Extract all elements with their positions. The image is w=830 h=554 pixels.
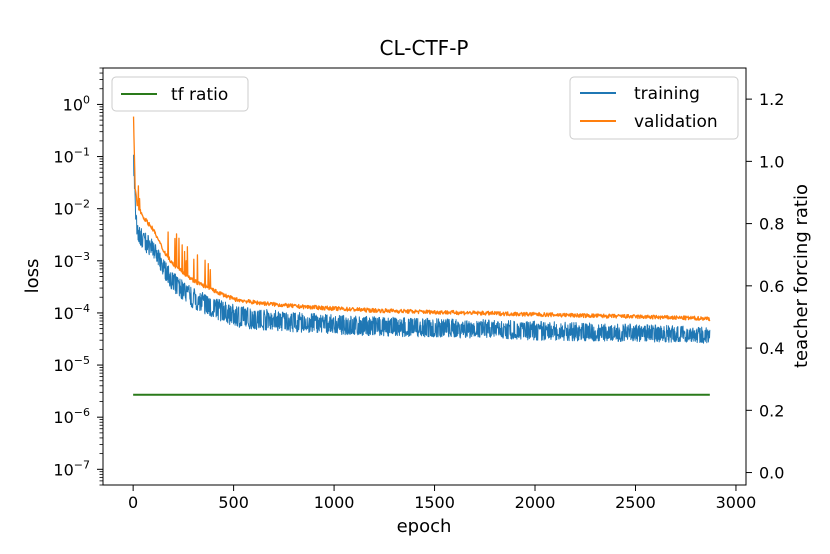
- x-tick-label: 1000: [314, 493, 355, 512]
- y-tick-label: 100: [63, 93, 90, 114]
- y-tick-label: 10−2: [53, 198, 90, 219]
- legend-loss: training validation: [569, 76, 739, 140]
- x-tick-label: 2500: [615, 493, 656, 512]
- y2-tick-label: 0.8: [759, 215, 784, 234]
- x-tick-label: 0: [128, 493, 138, 512]
- y-axis-title: loss: [22, 259, 43, 294]
- x-tick-label: 1500: [414, 493, 455, 512]
- legend-label-validation: validation: [634, 112, 718, 132]
- y-tick-label: 10−3: [53, 250, 90, 271]
- y2-tick-label: 1.2: [759, 90, 784, 109]
- y-tick-label: 10−6: [53, 406, 90, 427]
- y2-tick-label: 0.0: [759, 464, 784, 483]
- legend-ratio-box: [111, 76, 249, 112]
- series-validation-line: [132, 116, 711, 322]
- x-tick-label: 3000: [716, 493, 757, 512]
- y-tick-label: 10−5: [53, 354, 90, 375]
- legend-ratio: tf ratio: [111, 76, 249, 112]
- x-axis: 0 500 1000 1500 2000 2500 3000: [128, 485, 756, 512]
- y-tick-label: 10−7: [53, 458, 90, 479]
- y2-tick-label: 0.2: [759, 401, 784, 420]
- y-axis: 10−7 10−6 10−5 10−4 10−3 10−2 10−1 100: [53, 67, 103, 486]
- series-validation: [132, 116, 711, 322]
- chart-title: CL-CTF-P: [380, 36, 469, 60]
- x-tick-label: 2000: [515, 493, 556, 512]
- y2-axis-title: teacher forcing ratio: [791, 184, 812, 368]
- y2-tick-label: 1.0: [759, 152, 784, 171]
- x-axis-title: epoch: [397, 516, 452, 537]
- series-layer: [132, 116, 711, 396]
- series-training-line: [133, 154, 711, 344]
- y-tick-label: 10−4: [53, 302, 90, 323]
- y2-tick-label: 0.6: [759, 277, 784, 296]
- x-tick-label: 500: [218, 493, 249, 512]
- y2-axis: 0.0 0.2 0.4 0.6 0.8 1.0 1.2: [746, 90, 784, 483]
- y-tick-label: 10−1: [53, 146, 90, 167]
- legend-label-tf-ratio: tf ratio: [171, 85, 228, 105]
- legend-label-training: training: [634, 84, 700, 104]
- y2-tick-label: 0.4: [759, 339, 784, 358]
- series-training: [133, 154, 711, 344]
